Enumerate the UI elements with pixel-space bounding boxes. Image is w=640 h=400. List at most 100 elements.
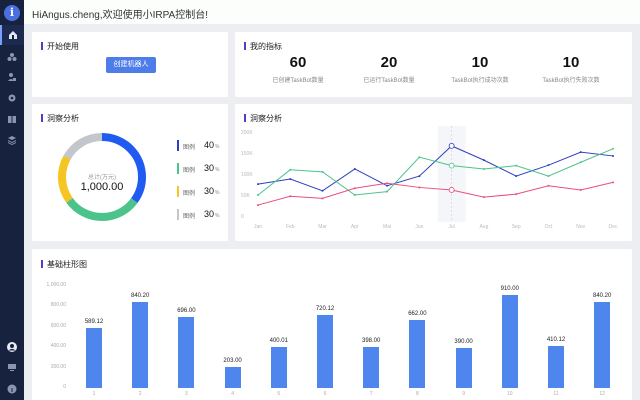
- data-point[interactable]: [515, 193, 518, 196]
- data-point[interactable]: [579, 188, 582, 191]
- y-tick-label: 400.00: [50, 343, 66, 350]
- bar[interactable]: [363, 347, 380, 388]
- legend-name: 图例: [183, 214, 196, 220]
- bar[interactable]: [501, 295, 518, 388]
- donut-segment-gray[interactable]: [58, 133, 146, 221]
- data-point[interactable]: [321, 197, 324, 200]
- series-green-line[interactable]: [257, 148, 614, 196]
- y-tick-label: 150K: [241, 151, 253, 157]
- data-point[interactable]: [386, 182, 389, 185]
- line-card-title: 洞察分析: [244, 113, 282, 124]
- x-tick-label: Nov: [576, 224, 585, 230]
- data-point[interactable]: [482, 196, 485, 199]
- data-point[interactable]: [257, 183, 259, 186]
- line-chart[interactable]: 0 50K 100K 150K 200K Jan Feb Mar Apr Mai Jun Jul Aug…: [235, 104, 632, 241]
- x-tick-label: Jul: [448, 224, 454, 230]
- bar[interactable]: [178, 317, 195, 388]
- sidebar-item-home[interactable]: [0, 25, 24, 45]
- donut-center-label: 总计(万元): [88, 175, 116, 181]
- data-point[interactable]: [257, 204, 259, 207]
- settings-icon: [8, 94, 16, 102]
- data-point[interactable]: [482, 167, 485, 170]
- data-point[interactable]: [386, 190, 389, 193]
- sidebar-item-info[interactable]: [0, 379, 24, 399]
- data-point[interactable]: [353, 187, 356, 190]
- metric-success: 10 TaskBot执行成功次数: [430, 54, 530, 84]
- bar[interactable]: [455, 348, 472, 388]
- x-tick-label: 12: [599, 391, 605, 397]
- metrics-card-title: 我的指标: [244, 41, 282, 52]
- data-point[interactable]: [515, 175, 518, 178]
- info-icon: [7, 384, 17, 394]
- x-tick-label: 6: [323, 391, 327, 397]
- bar[interactable]: [317, 314, 333, 388]
- data-point[interactable]: [418, 186, 421, 189]
- data-point[interactable]: [515, 164, 518, 167]
- data-point[interactable]: [289, 195, 292, 198]
- data-point[interactable]: [448, 162, 455, 169]
- data-point[interactable]: [321, 170, 324, 173]
- data-point[interactable]: [418, 156, 421, 159]
- bar[interactable]: [86, 327, 102, 388]
- legend-value: 30%: [204, 163, 220, 173]
- legend-item: 图例 40%: [177, 140, 237, 152]
- bar[interactable]: [594, 302, 611, 388]
- metric-created: 60 已创建TaskBot数量: [248, 54, 348, 84]
- data-point[interactable]: [289, 178, 292, 181]
- bar[interactable]: [270, 347, 287, 388]
- data-point[interactable]: [612, 181, 614, 184]
- series-pink-line[interactable]: [257, 181, 614, 206]
- x-tick-label: 11: [553, 391, 559, 397]
- sidebar-item-packages[interactable]: [0, 109, 24, 129]
- data-point[interactable]: [612, 147, 614, 150]
- x-tick-label: 10: [507, 391, 513, 397]
- data-point[interactable]: [612, 154, 614, 157]
- sidebar-item-robots[interactable]: [0, 47, 24, 67]
- data-point[interactable]: [418, 175, 421, 178]
- start-card-title: 开始使用: [41, 41, 79, 52]
- sidebar-item-settings[interactable]: [0, 88, 24, 108]
- y-tick-label: 600.00: [50, 322, 66, 329]
- x-tick-label: Mai: [383, 224, 391, 230]
- donut-card-title: 洞察分析: [41, 113, 79, 124]
- data-point[interactable]: [321, 189, 324, 192]
- x-tick-label: Dec: [609, 224, 618, 230]
- series-blue-line[interactable]: [257, 145, 614, 192]
- data-point[interactable]: [547, 184, 550, 187]
- x-tick-label: 2: [138, 391, 142, 397]
- donut-segment-yellow[interactable]: [58, 133, 146, 221]
- data-point[interactable]: [547, 164, 550, 167]
- bar-card: 基础柱形图 0 200.00 400.00 600.00 800.00 1,000.00 5…: [32, 249, 632, 400]
- data-point[interactable]: [289, 168, 292, 171]
- data-point[interactable]: [579, 161, 582, 164]
- metric-run: 20 已运行TaskBot数量: [339, 54, 439, 84]
- data-point[interactable]: [448, 187, 455, 193]
- donut-card: 洞察分析 总计(万元) 1,000.00 图例 40% 图例 30% 图例 30…: [32, 104, 228, 241]
- bar[interactable]: [548, 346, 564, 388]
- legend-name: 图例: [183, 191, 196, 197]
- create-robot-button[interactable]: 创建机器人: [106, 57, 156, 73]
- sidebar-item-users[interactable]: [0, 67, 24, 87]
- bar[interactable]: [409, 320, 426, 388]
- bar[interactable]: [224, 367, 241, 388]
- layers-icon: [8, 136, 16, 145]
- data-point[interactable]: [353, 167, 356, 170]
- data-point[interactable]: [353, 194, 356, 196]
- y-tick-label: 800.00: [50, 302, 66, 309]
- data-point[interactable]: [482, 159, 485, 162]
- sidebar-item-monitor[interactable]: [0, 357, 24, 377]
- data-point[interactable]: [257, 194, 259, 196]
- data-point[interactable]: [448, 142, 455, 149]
- bar-chart[interactable]: 0 200.00 400.00 600.00 800.00 1,000.00 589.12 1…: [32, 249, 632, 400]
- bar-value-label: 840.20: [593, 293, 612, 300]
- data-point[interactable]: [579, 151, 582, 154]
- data-point[interactable]: [547, 175, 550, 178]
- metric-label: TaskBot执行成功次数: [451, 78, 509, 84]
- sidebar-item-layers[interactable]: [0, 130, 24, 150]
- sidebar-item-profile[interactable]: [0, 337, 24, 357]
- donut-segment-green[interactable]: [58, 133, 146, 221]
- data-point[interactable]: [386, 184, 389, 187]
- bar[interactable]: [132, 302, 149, 388]
- x-tick-label: 7: [369, 391, 373, 397]
- logo-info-icon[interactable]: i: [4, 5, 20, 21]
